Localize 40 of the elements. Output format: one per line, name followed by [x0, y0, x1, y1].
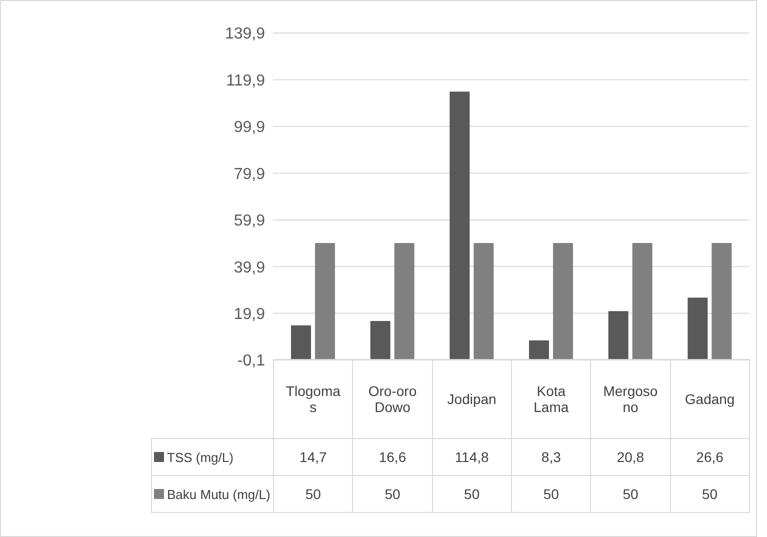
data-label: 8,3 — [511, 438, 591, 476]
bar — [394, 242, 414, 360]
bar — [529, 340, 549, 360]
bar — [688, 298, 708, 360]
y-tick-label: 19,9 — [234, 306, 266, 323]
bar — [370, 320, 390, 360]
y-tick-label: 99,9 — [234, 119, 266, 136]
x-tick-label: Tlogomas — [274, 360, 353, 438]
x-tick-label: Gadang — [670, 360, 750, 438]
data-label: 50 — [670, 476, 750, 512]
x-tick-label: Mergosono — [590, 360, 670, 438]
bar — [553, 242, 573, 360]
y-tick-label: 119,9 — [226, 72, 266, 90]
data-label: 50 — [590, 476, 670, 512]
data-label: 50 — [352, 476, 432, 512]
data-label: 114,8 — [432, 438, 512, 476]
x-tick-label: Kota Lama — [511, 360, 591, 438]
y-tick-label: 139,9 — [224, 26, 266, 43]
y-tick-label: 39,9 — [234, 259, 266, 276]
bar — [608, 311, 628, 360]
bar — [632, 242, 652, 360]
bar — [712, 242, 732, 360]
data-label: 26,6 — [670, 438, 750, 476]
data-label: 50 — [511, 476, 591, 512]
data-label: 50 — [274, 476, 353, 512]
legend-label: Baku Mutu (mg/L) — [152, 476, 274, 512]
data-label: 20,8 — [590, 438, 670, 476]
y-tick-label: 59,9 — [234, 212, 266, 230]
bar — [450, 92, 470, 360]
data-label: 50 — [432, 476, 512, 512]
bar — [315, 242, 335, 360]
bar — [474, 242, 494, 360]
bar — [291, 325, 311, 360]
legend-label: TSS (mg/L) — [152, 438, 274, 476]
x-tick-label: Oro-oro Dowo — [352, 360, 432, 438]
data-label: 14,7 — [274, 438, 353, 476]
x-tick-label: Jodipan — [432, 360, 512, 438]
y-tick-label: 79,9 — [234, 166, 266, 183]
data-label: 16,6 — [352, 438, 432, 476]
y-tick-label: -0,1 — [237, 352, 266, 370]
